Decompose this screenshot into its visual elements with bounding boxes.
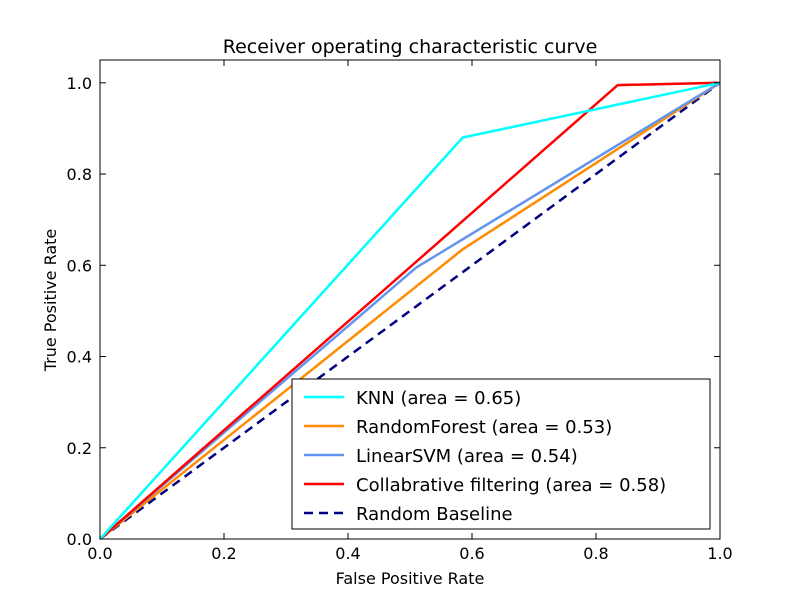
legend-label: Collabrative filtering (area = 0.58) [356, 475, 666, 496]
series-line-4 [99, 81, 721, 541]
legend-label: LinearSVM (area = 0.54) [356, 446, 578, 467]
x-tick-label: 0.8 [583, 544, 608, 563]
y-tick-label: 0.2 [67, 439, 92, 458]
x-tick-label: 0.0 [87, 544, 112, 563]
y-axis-label: True Positive Rate [41, 229, 60, 373]
plot-area [99, 81, 721, 541]
y-tick-label: 0.4 [67, 348, 92, 367]
y-tick-label: 1.0 [67, 74, 92, 93]
legend-label: RandomForest (area = 0.53) [356, 417, 612, 438]
legend-label: KNN (area = 0.65) [356, 388, 521, 409]
y-tick-label: 0.0 [67, 530, 92, 549]
x-axis-label: False Positive Rate [336, 569, 485, 588]
series-line-0 [99, 81, 721, 540]
series-line-2 [99, 81, 721, 540]
chart-title: Receiver operating characteristic curve [223, 36, 598, 58]
x-tick-label: 1.0 [707, 544, 732, 563]
legend-box [291, 378, 711, 530]
y-tick-label: 0.6 [67, 256, 92, 275]
axis-ticks: 0.0 0.2 0.4 0.6 0.8 1.0 0.0 0.2 0.4 0.6 0.8 1.0 [67, 60, 733, 563]
series-line-3 [99, 81, 721, 540]
series-line-1 [99, 81, 721, 540]
x-tick-label: 0.2 [211, 544, 236, 563]
y-tick-label: 0.8 [67, 165, 92, 184]
x-tick-label: 0.4 [335, 544, 360, 563]
plot-frame [99, 59, 721, 540]
legend: KNN (area = 0.65) RandomForest (area = 0.… [291, 378, 711, 530]
x-tick-label: 0.6 [459, 544, 484, 563]
legend-label: Random Baseline [356, 504, 513, 525]
